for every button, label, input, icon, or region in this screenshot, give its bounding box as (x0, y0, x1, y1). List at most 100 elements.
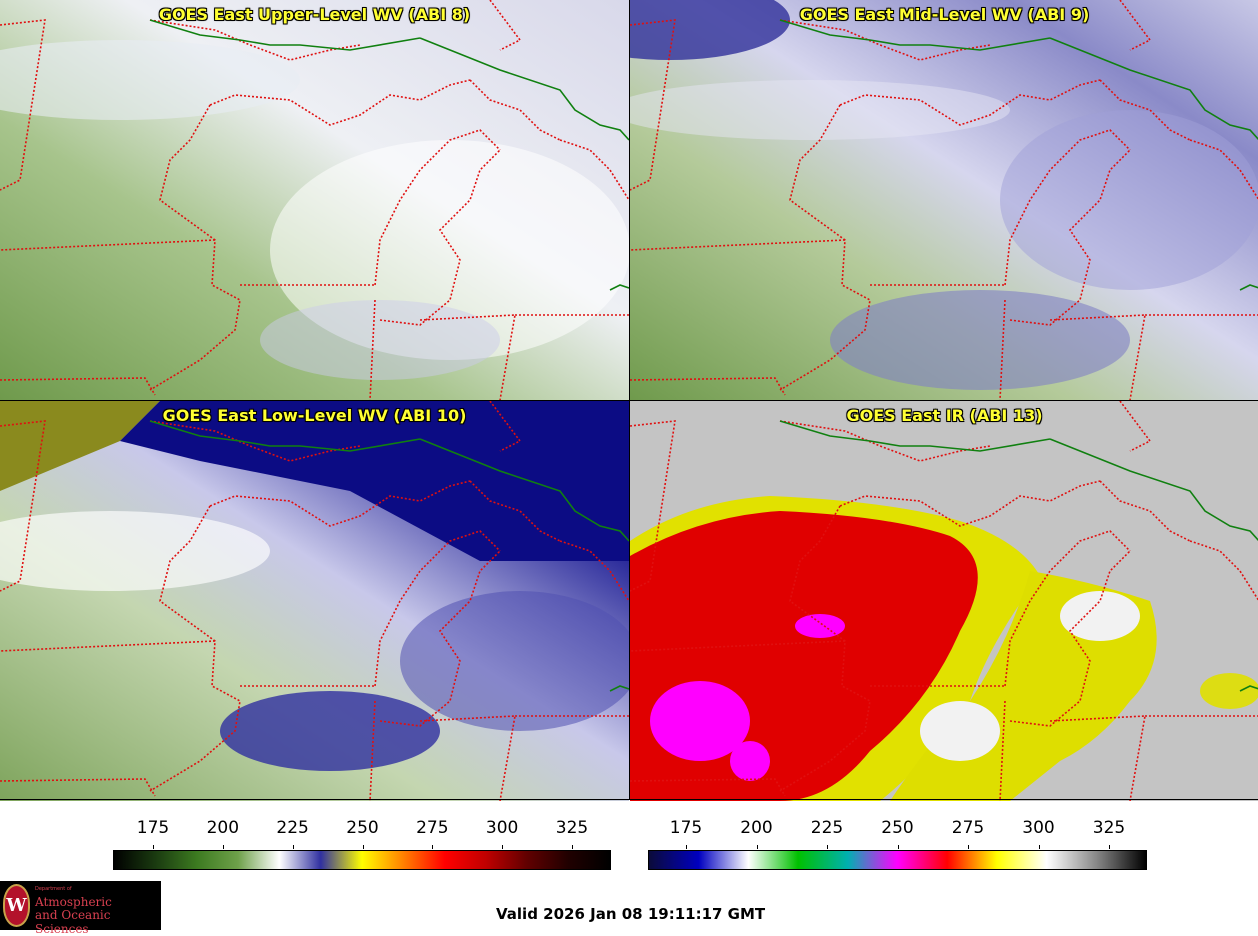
map-ir (630, 401, 1258, 801)
state-border-line (374, 129, 501, 286)
colorbar-tick-label: 325 (1092, 818, 1126, 838)
state-border-line (419, 314, 516, 400)
state-border-line (374, 530, 501, 687)
colorbar-tick-label: 200 (740, 818, 773, 838)
colorbar-tick-label: 200 (206, 818, 240, 838)
state-border-line (1049, 715, 1146, 801)
state-border-line (999, 700, 1006, 801)
colorbar-tick-label: 250 (881, 818, 914, 838)
country-border-line (1049, 37, 1258, 141)
state-border-line (1004, 129, 1131, 286)
colorbar-right-ticks: 175 200 225 250 275 300 325 (648, 800, 1147, 838)
state-border-line (1004, 530, 1131, 687)
colorbar-tick-label: 175 (136, 818, 170, 838)
colorbar-right-gradient (648, 850, 1147, 870)
panel-title: GOES East Upper-Level WV (ABI 8) (158, 5, 471, 24)
logo-dept-text: Department of (35, 886, 72, 892)
colorbar-tick-mark (897, 845, 899, 849)
colorbar-tick-mark (1109, 845, 1110, 849)
colorbar-tick-mark (432, 845, 434, 849)
state-border-line (379, 149, 501, 326)
colorbar-tick-mark (1038, 845, 1040, 849)
state-border-line (0, 778, 156, 797)
colorbar-tick-label: 275 (416, 818, 449, 838)
state-border-line (1119, 401, 1152, 452)
colorbar-tick-label: 275 (951, 818, 985, 838)
country-border-line (1239, 284, 1258, 291)
colorbar-tick-mark (362, 845, 364, 849)
colorbar-tick-mark (222, 845, 224, 849)
colorbar-tick-mark (827, 845, 828, 849)
country-border-line (149, 19, 421, 51)
state-border-line (419, 715, 516, 801)
country-border-line (609, 685, 629, 692)
state-border-line (630, 778, 786, 797)
panel-low-wv: GOES East Low-Level WV (ABI 10) (0, 401, 629, 801)
colorbar-left-gradient (113, 850, 611, 870)
state-border-line (369, 700, 376, 801)
colorbar-tick-label: 225 (810, 818, 844, 838)
panel-ir: GOES East IR (ABI 13) (630, 401, 1258, 801)
colorbar-tick-mark (292, 845, 294, 849)
country-border-line (1049, 438, 1258, 542)
colorbar-tick-mark (968, 845, 969, 849)
state-border-line (1189, 540, 1258, 601)
aos-logo: W Department of Atmospheric and Oceanic … (0, 881, 161, 936)
colorbar-tick-label: 225 (276, 818, 309, 838)
colorbar-tick-mark (502, 845, 504, 849)
map-low-wv (0, 401, 629, 801)
country-border-line (149, 420, 421, 452)
panel-title: GOES East IR (ABI 13) (846, 406, 1043, 425)
state-border-line (0, 377, 156, 396)
panel-mid-wv: GOES East Mid-Level WV (ABI 9) (630, 0, 1258, 400)
country-border-line (419, 37, 629, 141)
uw-seal-icon: W (3, 884, 30, 927)
state-border-line (1119, 0, 1152, 51)
colorbar-tick-label: 175 (669, 818, 703, 838)
colorbar-right: 175 200 225 250 275 300 325 (648, 800, 1147, 875)
country-border-line (419, 438, 629, 542)
colorbar-tick-mark (756, 845, 758, 849)
logo-line1: Atmospheric (35, 895, 112, 909)
colorbar-tick-label: 300 (485, 818, 519, 838)
state-border-line (559, 540, 629, 602)
colorbar-tick-label: 300 (1022, 818, 1055, 838)
panel-divider-horizontal (0, 400, 1258, 401)
state-border-line (369, 299, 376, 400)
state-border-line (149, 104, 241, 391)
colorbar-left-ticks: 175 200 225 250 275 300 325 (113, 800, 611, 838)
colorbar-tick-label: 325 (555, 818, 589, 838)
state-border-line (839, 79, 1101, 126)
panel-bottom-edge (0, 799, 1258, 800)
colorbar-tick-mark (686, 845, 687, 849)
colorbar-left: 175 200 225 250 275 300 325 (113, 800, 611, 875)
state-border-line (489, 401, 522, 452)
state-border-line (379, 550, 501, 727)
state-border-line (209, 79, 471, 126)
panel-title: GOES East Low-Level WV (ABI 10) (162, 406, 467, 425)
colorbar-tick-mark (572, 845, 573, 849)
state-border-line (1009, 149, 1131, 326)
colorbar-tick-mark (153, 845, 154, 849)
country-border-line (1239, 685, 1258, 692)
panel-upper-wv: GOES East Upper-Level WV (ABI 8) (0, 0, 629, 400)
valid-time: Valid 2026 Jan 08 19:11:17 GMT (496, 905, 766, 923)
state-border-line (1009, 550, 1131, 727)
map-mid-wv (630, 0, 1258, 400)
state-border-line (999, 299, 1006, 400)
panel-title: GOES East Mid-Level WV (ABI 9) (799, 5, 1090, 24)
colorbar-tick-label: 250 (346, 818, 379, 838)
state-border-line (149, 505, 241, 792)
state-border-line (489, 0, 522, 51)
state-border-line (1189, 139, 1258, 200)
country-border-line (779, 19, 1051, 51)
state-border-line (839, 480, 1101, 527)
state-border-line (559, 139, 629, 201)
state-border-line (779, 505, 871, 792)
state-border-line (779, 104, 871, 391)
country-border-line (779, 420, 1051, 452)
country-border-line (609, 284, 629, 291)
state-border-line (1049, 314, 1146, 400)
state-border-line (630, 377, 786, 396)
logo-line2: and Oceanic Sciences (35, 908, 111, 936)
